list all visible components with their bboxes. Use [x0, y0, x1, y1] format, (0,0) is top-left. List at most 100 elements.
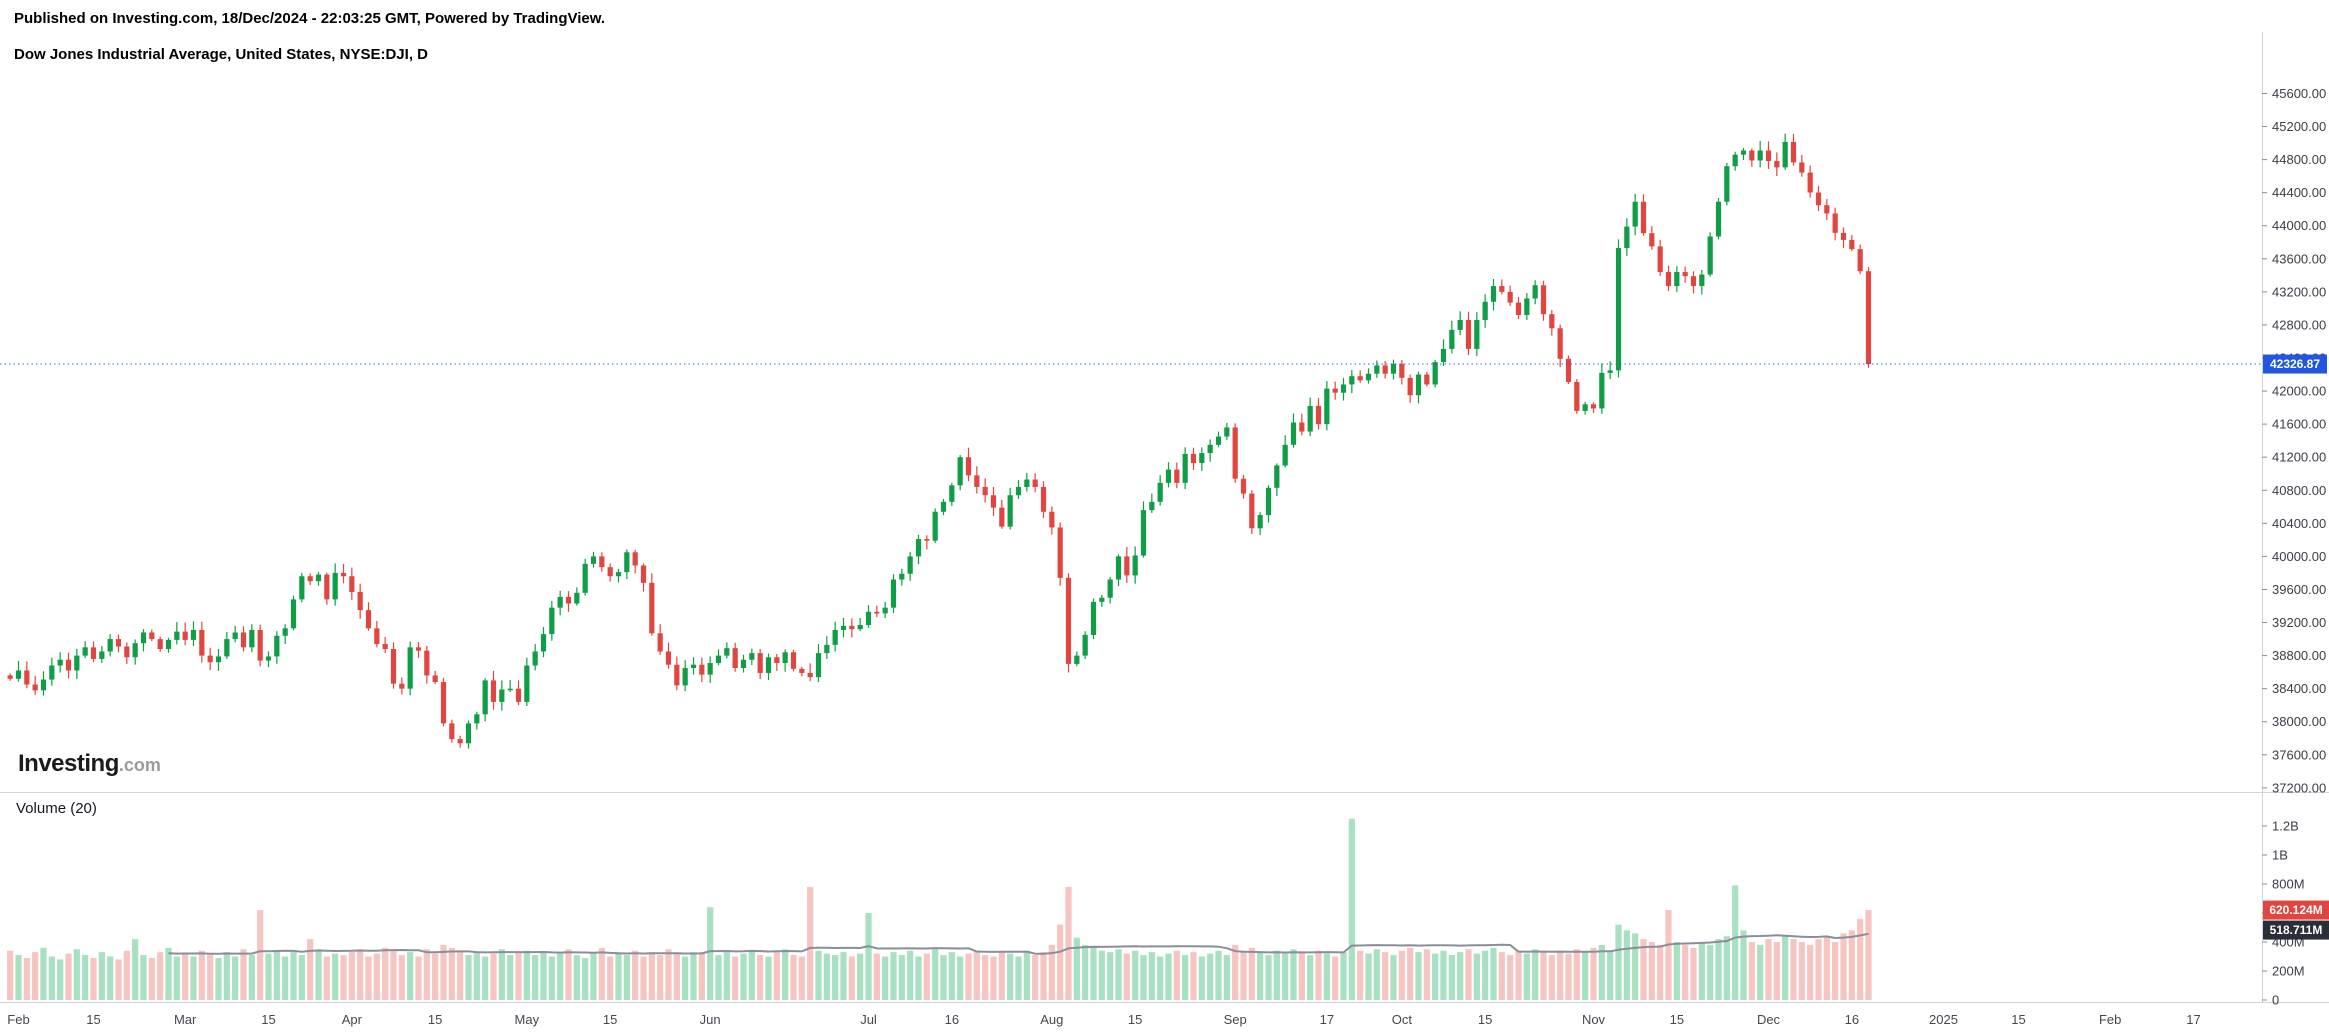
candle-body [224, 639, 230, 657]
candle-body [540, 634, 547, 652]
volume-bar [90, 957, 97, 1000]
candle-body [1065, 577, 1072, 664]
volume-bar [1607, 950, 1614, 1000]
volume-bar [1748, 942, 1755, 1000]
volume-bar [1498, 952, 1505, 1000]
volume-bar [357, 949, 364, 1000]
candle-body [1082, 634, 1088, 656]
volume-bar [498, 949, 505, 1000]
volume-bar [1265, 955, 1272, 1000]
volume-bar [848, 956, 855, 1000]
volume-bar [782, 949, 789, 1000]
candle-body [1090, 601, 1097, 635]
candle-body [1490, 286, 1497, 302]
volume-bar [190, 956, 197, 1000]
candle-body [1040, 486, 1047, 512]
candle-body [999, 507, 1005, 527]
candle-body [1374, 365, 1380, 374]
volume-bar [1832, 942, 1839, 1000]
volume-bar [407, 952, 414, 1000]
candle-body [1024, 479, 1030, 487]
volume-bar [1398, 950, 1405, 1000]
candle-body [874, 611, 880, 614]
time-tick-label: Feb [2099, 1012, 2121, 1027]
volume-bar [1857, 918, 1864, 1000]
volume-bar [1082, 944, 1089, 1000]
candle-body [615, 572, 622, 577]
volume-bar [1640, 939, 1647, 1000]
candle-body [1790, 141, 1797, 163]
price-tick-label: 43200.00 [2272, 284, 2326, 299]
price-tick-label: 41200.00 [2272, 450, 2326, 465]
volume-bar [990, 956, 997, 1000]
candle-body [1815, 192, 1822, 206]
candle-body [1740, 150, 1747, 155]
price-tick-label: 40800.00 [2272, 483, 2326, 498]
candle-body [1507, 291, 1513, 303]
candle-body [107, 639, 113, 652]
candle-body [1665, 272, 1672, 287]
candle-body [257, 629, 263, 661]
candle-body [807, 672, 813, 678]
volume-bar [207, 955, 214, 1000]
candle-body [932, 511, 938, 541]
volume-bar [1823, 936, 1830, 1000]
candle-body [240, 632, 247, 648]
volume-bar [723, 952, 730, 1000]
volume-bar [123, 950, 130, 1000]
time-tick-label: Jun [700, 1012, 721, 1027]
volume-bar [1540, 952, 1547, 1000]
candle-body [7, 675, 13, 679]
volume-bar [640, 956, 647, 1000]
candle-body [1565, 358, 1572, 382]
candle-body [857, 625, 863, 630]
candle-body [249, 629, 255, 648]
candle-body [1182, 453, 1188, 483]
candle-body [474, 714, 480, 724]
volume-bar [615, 953, 622, 1000]
volume-bar [873, 953, 880, 1000]
candle-body [1557, 328, 1563, 359]
volume-bar [65, 953, 72, 1000]
volume-bar [1115, 949, 1122, 1000]
price-tick-label: 42800.00 [2272, 317, 2326, 332]
candle-body [407, 647, 413, 689]
volume-bar [1065, 886, 1072, 1000]
candle-body [457, 739, 463, 744]
candle-body [1199, 453, 1205, 463]
candle-body [1324, 388, 1330, 425]
volume-bar [865, 913, 872, 1000]
candle-body [1190, 453, 1197, 463]
candle-body [1149, 501, 1155, 511]
volume-bar [1740, 930, 1747, 1000]
volume-bar [807, 886, 814, 1000]
volume-bar [840, 952, 847, 1000]
volume-bar [1365, 953, 1372, 1000]
candle-body [1449, 329, 1455, 349]
volume-bar [740, 953, 747, 1000]
volume-bar [165, 947, 172, 1000]
volume-bar [1673, 942, 1680, 1000]
volume-bar [515, 952, 522, 1000]
candle-body [890, 579, 897, 608]
candle-body [915, 539, 922, 557]
candle-body [65, 659, 72, 671]
candle-body [1715, 201, 1722, 237]
candle-body [557, 596, 563, 608]
candle-body [515, 688, 522, 702]
candle-body [124, 646, 130, 658]
volume-bar [1473, 953, 1480, 1000]
volume-bar [748, 950, 755, 1000]
candle-body [699, 664, 705, 675]
price-tick-label: 45600.00 [2272, 86, 2326, 101]
volume-bar [1073, 937, 1080, 1000]
candle-body [482, 680, 488, 715]
time-tick-label: 15 [1478, 1012, 1492, 1027]
volume-bar [1140, 955, 1147, 1000]
candle-body [1499, 286, 1505, 292]
volume-bar [440, 944, 447, 1000]
volume-bar [82, 955, 89, 1000]
volume-bar [1598, 944, 1605, 1000]
volume-bar [232, 956, 239, 1000]
